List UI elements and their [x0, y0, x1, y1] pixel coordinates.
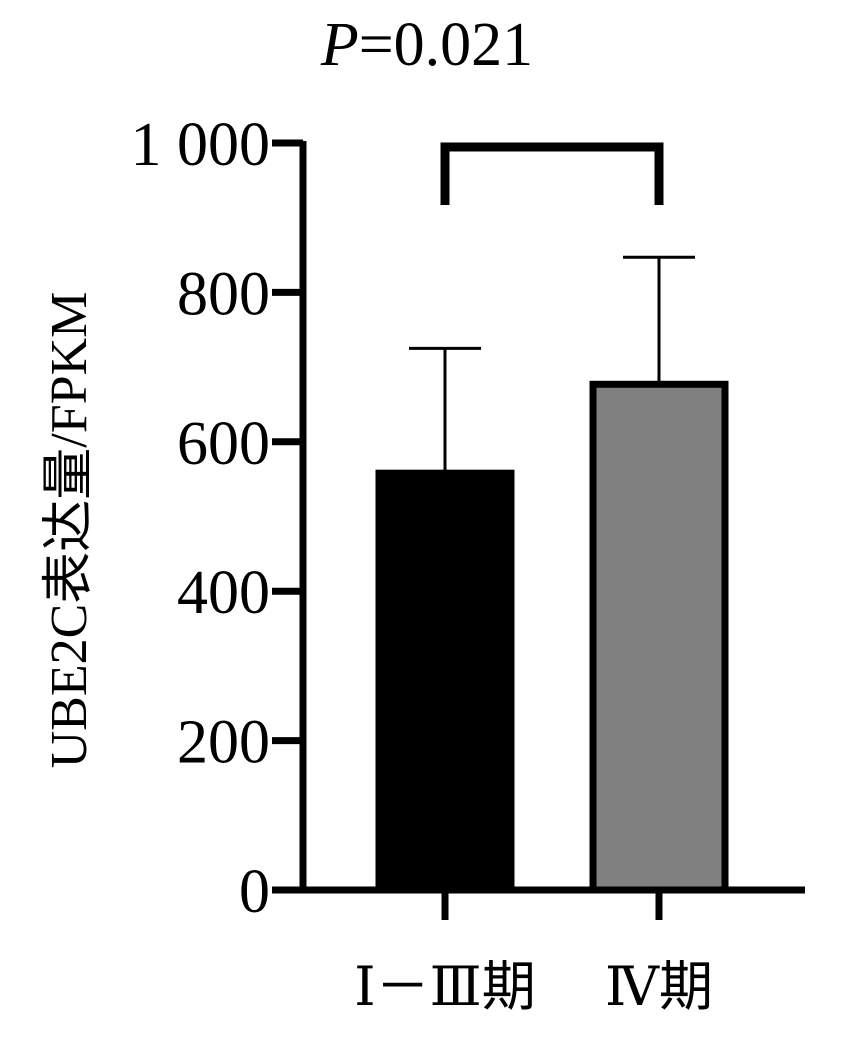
y-tick-label: 800 — [177, 260, 270, 328]
x-tick-label: Ⅰ－Ⅲ期 — [354, 957, 535, 1017]
y-tick-label: 600 — [177, 410, 270, 478]
y-tick-label: 1 000 — [131, 111, 271, 179]
y-axis-title: UBE2C表达量/FPKM — [41, 292, 98, 769]
p-value: =0.021 — [358, 11, 534, 79]
bar — [589, 380, 729, 894]
x-tick-label: Ⅳ期 — [605, 957, 713, 1017]
y-tick-label: 400 — [177, 559, 270, 627]
significance-bracket — [440, 142, 664, 205]
bar — [375, 469, 515, 894]
chart-title: P=0.021 — [0, 10, 854, 81]
y-tick-label: 200 — [177, 709, 270, 777]
p-symbol: P — [320, 11, 359, 79]
y-tick-label: 0 — [239, 858, 270, 926]
